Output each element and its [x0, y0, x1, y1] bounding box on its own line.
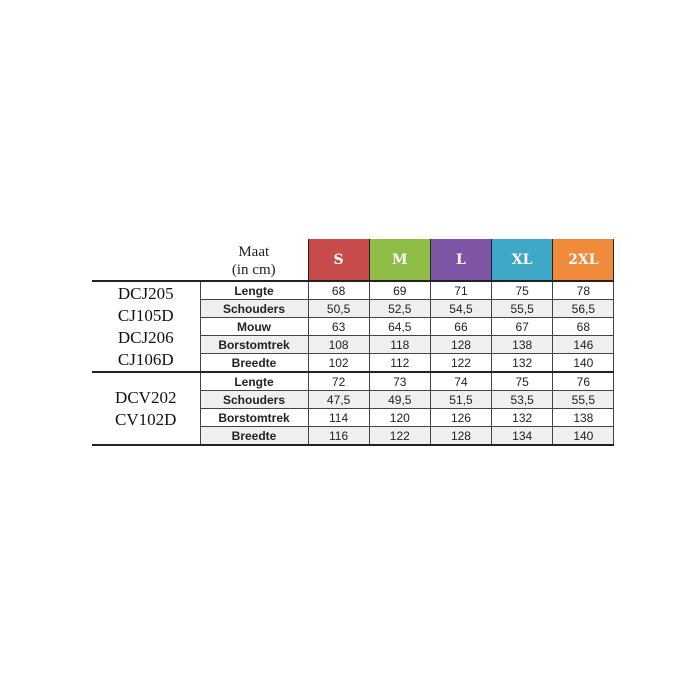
measurement-value: 128 [429, 426, 493, 446]
product-code: CJ106D [117, 349, 174, 369]
measurement-value: 56,5 [552, 299, 615, 318]
table-row: Borstomtrek 114 120 126 132 138 [92, 408, 615, 427]
measurement-value: 52,5 [368, 299, 431, 318]
measurement-value: 74 [429, 371, 493, 391]
measurement-value: 116 [307, 426, 370, 446]
maat-header: Maat (in cm) [200, 239, 308, 281]
measurement-label: Mouw [199, 317, 309, 336]
measurement-value: 50,5 [307, 299, 370, 318]
measurement-value: 122 [429, 353, 493, 373]
measurement-value: 102 [307, 353, 370, 373]
measurement-label: Borstomtrek [199, 335, 309, 354]
maat-label: Maat [238, 244, 270, 260]
measurement-label: Lengte [199, 371, 309, 391]
measurement-value: 112 [368, 353, 431, 373]
measurement-label: Borstomtrek [199, 408, 309, 427]
size-chart: Maat (in cm) S M L XL 2XL DCJ205 CJ105D DCJ… [92, 239, 615, 446]
product-codes: DCV202 CV102D [92, 372, 200, 445]
measurement-value: 72 [307, 371, 370, 391]
measurement-value: 108 [307, 335, 370, 354]
measurement-value: 68 [307, 280, 370, 300]
measurement-value: 120 [368, 408, 431, 427]
measurement-value: 138 [491, 335, 554, 354]
measurement-value: 55,5 [552, 390, 615, 409]
measurement-value: 73 [368, 371, 431, 391]
measurement-value: 138 [552, 408, 615, 427]
product-code: CV102D [115, 409, 177, 429]
header-row: Maat (in cm) S M L XL 2XL [92, 239, 615, 281]
size-header-m: M [368, 239, 431, 281]
product-code: DCV202 [115, 387, 177, 407]
measurement-value: 114 [307, 408, 370, 427]
empty-corner [92, 239, 200, 281]
table-row: DCV202 CV102D Lengte 72 73 74 75 76 [92, 371, 615, 429]
table-row: Schouders 50,5 52,5 54,5 55,5 56,5 [92, 299, 615, 318]
size-header-l: L [429, 239, 493, 281]
measurement-label: Schouders [199, 299, 309, 318]
measurement-value: 71 [429, 280, 493, 300]
size-table: Maat (in cm) S M L XL 2XL DCJ205 CJ105D DCJ… [92, 239, 615, 446]
measurement-value: 128 [429, 335, 493, 354]
measurement-value: 75 [491, 371, 554, 391]
measurement-value: 67 [491, 317, 554, 336]
size-header-xl: XL [491, 239, 554, 281]
measurement-value: 69 [368, 280, 431, 300]
table-row: Borstomtrek 108 118 128 138 146 [92, 335, 615, 354]
product-code: CJ105D [117, 305, 174, 325]
measurement-value: 126 [429, 408, 493, 427]
size-header-2xl: 2XL [552, 239, 615, 281]
measurement-value: 63 [307, 317, 370, 336]
measurement-label: Schouders [199, 390, 309, 409]
product-codes: DCJ205 CJ105D DCJ206 CJ106D [92, 281, 200, 372]
measurement-value: 146 [552, 335, 615, 354]
measurement-value: 53,5 [491, 390, 554, 409]
product-code: DCJ205 [117, 283, 174, 303]
measurement-value: 132 [491, 353, 554, 373]
measurement-value: 122 [368, 426, 431, 446]
product-code: DCJ206 [117, 327, 174, 347]
measurement-value: 68 [552, 317, 615, 336]
measurement-value: 76 [552, 371, 615, 391]
measurement-value: 140 [552, 426, 615, 446]
measurement-label: Breedte [199, 426, 309, 446]
measurement-value: 47,5 [307, 390, 370, 409]
measurement-value: 78 [552, 280, 615, 300]
measurement-value: 140 [552, 353, 615, 373]
measurement-label: Breedte [199, 353, 309, 373]
measurement-value: 132 [491, 408, 554, 427]
table-row: Breedte 116 122 128 134 140 [92, 426, 615, 446]
table-row: DCJ205 CJ105D DCJ206 CJ106D Lengte 68 69 71 75 78 [92, 280, 615, 369]
measurement-label: Lengte [199, 280, 309, 300]
measurement-value: 134 [491, 426, 554, 446]
table-row: Schouders 47,5 49,5 51,5 53,5 55,5 [92, 390, 615, 409]
unit-label: (in cm) [231, 262, 276, 278]
measurement-value: 118 [368, 335, 431, 354]
size-header-s: S [307, 239, 370, 281]
measurement-value: 66 [429, 317, 493, 336]
measurement-value: 51,5 [429, 390, 493, 409]
measurement-value: 75 [491, 280, 554, 300]
measurement-value: 54,5 [429, 299, 493, 318]
measurement-value: 55,5 [491, 299, 554, 318]
measurement-value: 49,5 [368, 390, 431, 409]
measurement-value: 64,5 [368, 317, 431, 336]
